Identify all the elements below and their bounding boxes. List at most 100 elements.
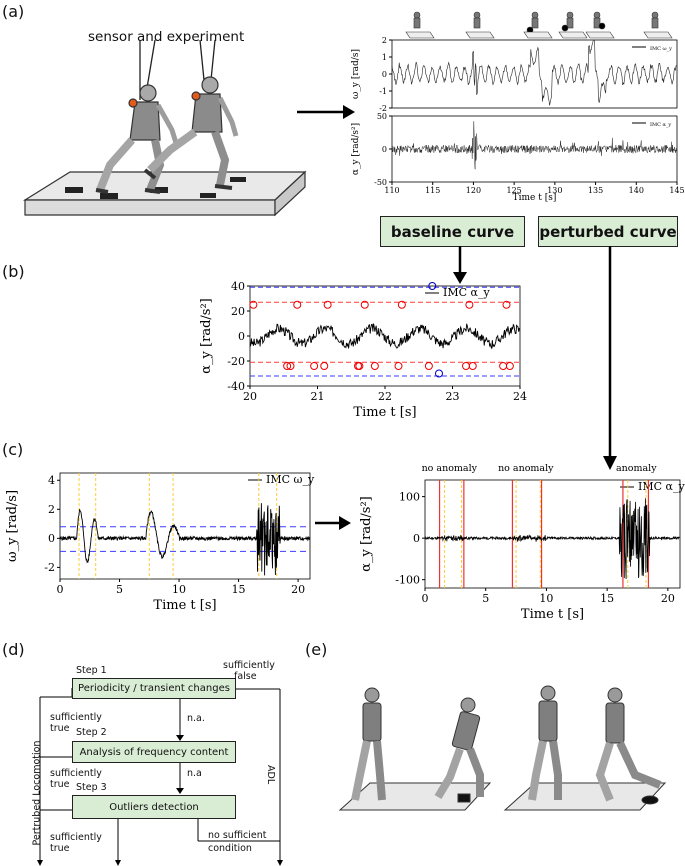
y-axis-label: ω_y [rad/s] [5, 490, 20, 562]
series-line [391, 121, 677, 170]
red-marker [468, 362, 477, 370]
perturbed-curve-button[interactable]: perturbed curve [538, 216, 678, 247]
red-marker [286, 362, 295, 370]
red-marker [502, 300, 511, 309]
no-sufficient-label-2: condition [208, 843, 252, 854]
arrow-down-long-icon [603, 246, 617, 470]
x-tick-label: 20 [243, 390, 257, 403]
red-marker [355, 362, 364, 370]
sufficiently-true-2b: true [50, 779, 70, 790]
annotation-no-anomaly-2: no anomaly [498, 463, 554, 474]
x-tick-label: 110 [384, 186, 399, 195]
y-tick-label: -20 [227, 355, 245, 368]
adl-label: ADL [265, 765, 276, 785]
y-tick-label: 100 [399, 490, 420, 503]
red-marker [249, 300, 258, 309]
y-tick-label: 2 [48, 503, 55, 516]
y-tick-label: 20 [231, 305, 245, 318]
legend-label: IMC ω_y [650, 46, 672, 52]
y-tick-label: 1 [382, 53, 387, 62]
arrow-right-c-icon [315, 516, 351, 530]
arrow-down-icon [453, 246, 467, 284]
gait-illustration-e [338, 685, 667, 811]
y-tick-label: 0 [382, 70, 387, 79]
sensor-experiment-label: sensor and experiment [88, 29, 245, 45]
red-marker [370, 362, 379, 370]
y-tick-label: 4 [48, 474, 55, 487]
x-axis-label: Time t [s] [521, 607, 584, 622]
red-marker [394, 362, 403, 370]
sufficiently-false-label-1: sufficiently [223, 660, 275, 671]
red-marker [323, 300, 332, 309]
red-marker [320, 362, 329, 370]
series-line [249, 323, 520, 350]
na-label-2: n.a [187, 768, 202, 779]
plot-area [391, 39, 678, 109]
x-tick-label: 23 [446, 390, 460, 403]
x-tick-label: 130 [547, 186, 562, 195]
gait-silhouettes [405, 11, 673, 39]
treadmill-illustration [22, 39, 307, 217]
x-tick-label: 22 [378, 390, 392, 403]
x-tick-label: 15 [600, 592, 614, 605]
sufficiently-true-3b: true [50, 843, 70, 854]
y-tick-label: -50 [374, 178, 387, 187]
y-tick-label: -100 [395, 574, 420, 587]
blue-marker [428, 282, 437, 290]
x-tick-label: 5 [482, 592, 489, 605]
x-tick-label: 10 [539, 592, 553, 605]
y-tick-label: 0 [413, 532, 420, 545]
x-tick-label: 24 [513, 390, 527, 403]
x-axis-label: Time t [s] [353, 405, 416, 420]
sufficiently-false-label-2: false [234, 671, 257, 682]
x-axis-label: Time t [s] [153, 598, 216, 613]
panel-label-c: (c) [2, 440, 24, 459]
y-tick-label: 2 [382, 36, 387, 45]
red-marker [283, 362, 292, 370]
step3-title: Step 3 [76, 782, 107, 793]
x-tick-label: 15 [232, 583, 246, 596]
step2-title: Step 2 [76, 727, 107, 738]
y-tick-label: -1 [379, 87, 387, 96]
perturbed-locomotion-label: Pertrubed Locomotion [31, 740, 43, 846]
y-tick-label: -2 [379, 104, 387, 113]
y-axis-label: α_y [rad/s²] [359, 496, 374, 571]
x-tick-label: 140 [629, 186, 644, 195]
step1-title: Step 1 [76, 665, 107, 676]
x-tick-label: 21 [311, 390, 325, 403]
x-tick-label: 5 [116, 583, 123, 596]
legend-label: IMC ω_y [266, 473, 315, 486]
red-marker [360, 300, 369, 309]
x-tick-label: 125 [507, 186, 522, 195]
x-axis-label: Time t [s] [513, 193, 557, 203]
red-marker [310, 362, 319, 370]
y-axis-label: α_y [rad/s²] [199, 298, 214, 373]
x-tick-label: 0 [422, 592, 429, 605]
x-tick-label: 20 [291, 583, 305, 596]
flowchart-lines [37, 688, 283, 866]
sufficiently-true-1b: true [50, 723, 70, 734]
red-marker [397, 300, 406, 309]
sufficiently-true-2a: sufficiently [50, 768, 102, 779]
x-tick-label: 0 [57, 583, 64, 596]
y-tick-label: 50 [377, 112, 387, 121]
annotation-anomaly: anomaly [616, 463, 657, 474]
red-marker [505, 362, 514, 370]
baseline-curve-button[interactable]: baseline curve [380, 216, 525, 247]
sufficiently-true-1a: sufficiently [50, 712, 102, 723]
y-axis-label: ω_y [rad/s] [351, 49, 361, 99]
x-tick-label: 135 [588, 186, 603, 195]
x-tick-label: 145 [669, 186, 684, 195]
legend-label: IMC α_y [638, 480, 685, 493]
y-tick-label: 0 [382, 145, 387, 154]
x-tick-label: 120 [466, 186, 481, 195]
sufficiently-true-3a: sufficiently [50, 832, 102, 843]
red-marker [465, 300, 474, 309]
panel-label-e: (e) [305, 640, 328, 659]
arrow-right-icon [297, 105, 355, 119]
step2-box: Analysis of frequency content [72, 741, 236, 763]
y-tick-label: -40 [227, 380, 245, 393]
flowchart: Step 1 Periodicity / transient changes s… [0, 655, 300, 866]
